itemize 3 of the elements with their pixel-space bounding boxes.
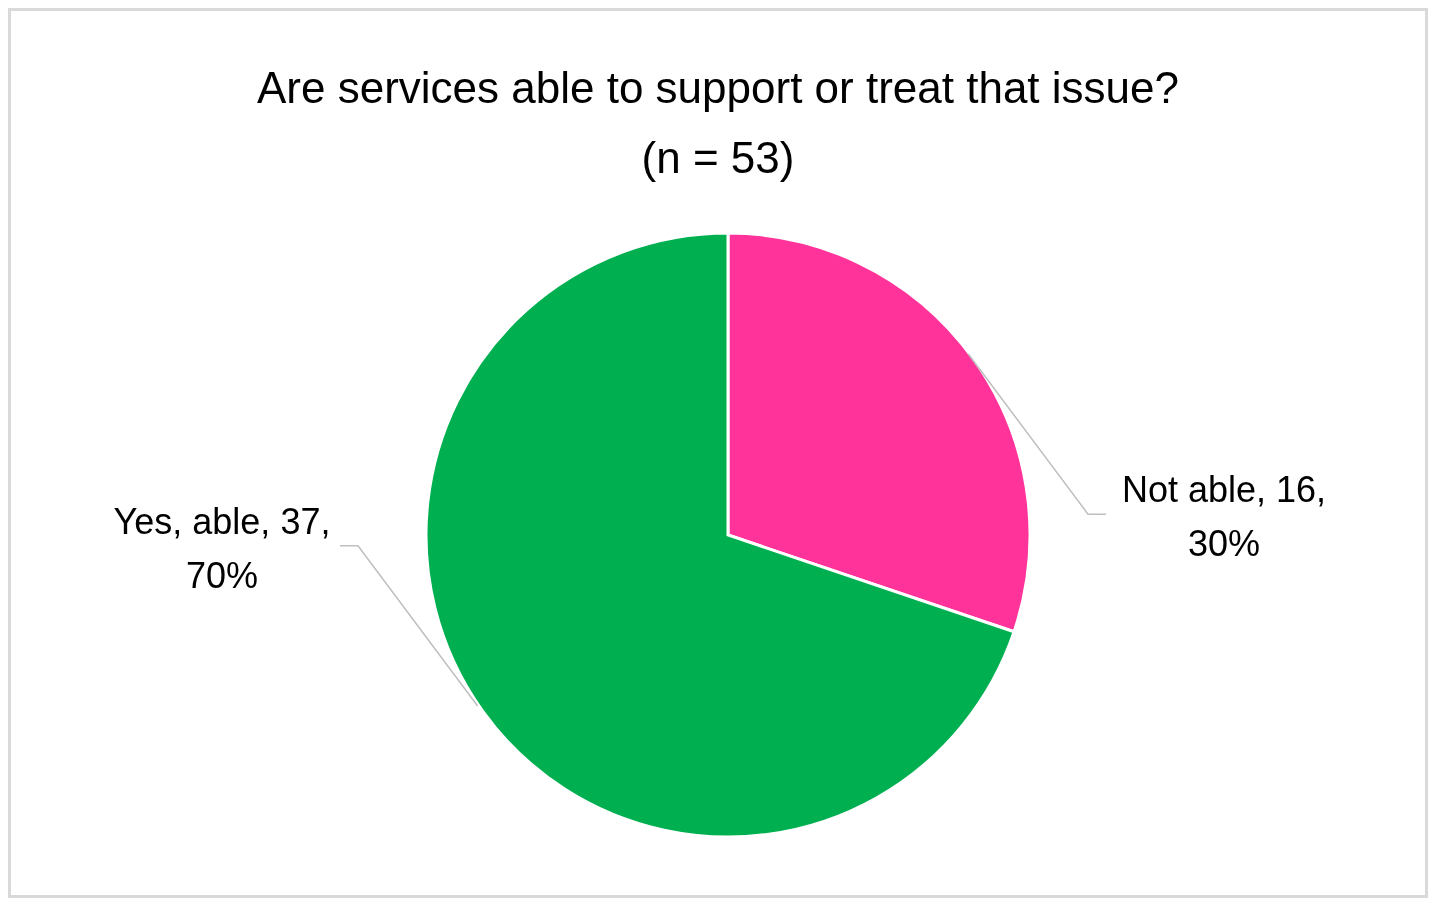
chart-title: Are services able to support or treat that issue? (n = 53) [256,62,1180,184]
slice-label: Yes, able, 37, 70% [113,500,331,596]
slice-label: Not able, 16, 30% [1121,469,1327,565]
